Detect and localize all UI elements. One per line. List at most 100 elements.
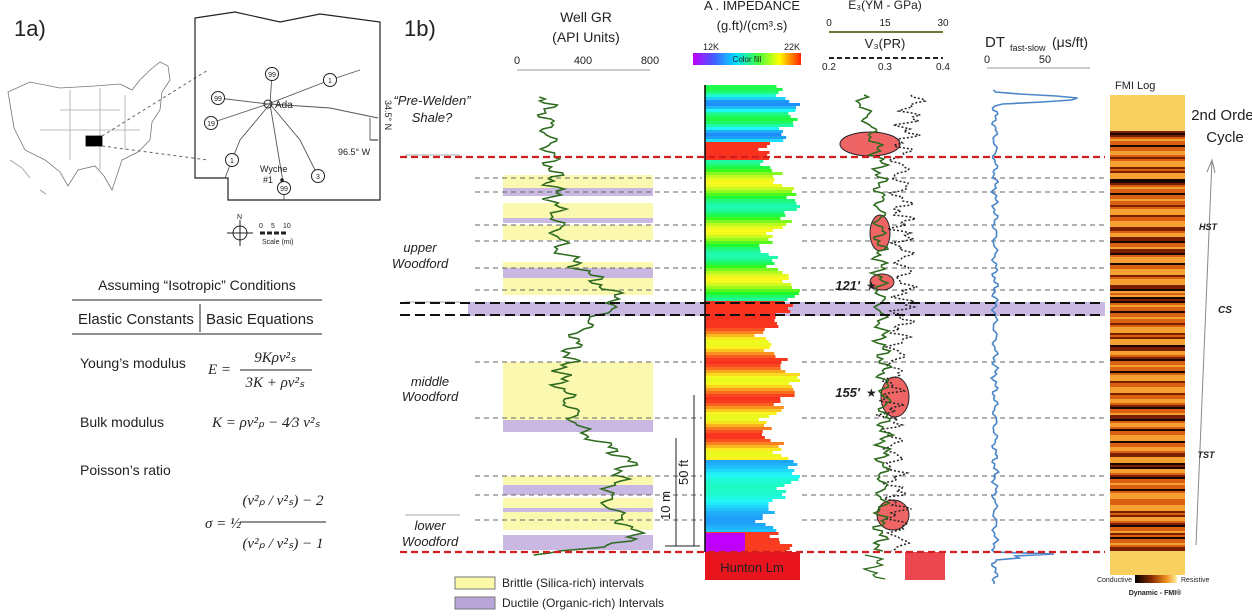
impedance-band [705, 247, 760, 250]
impedance-band [705, 217, 780, 220]
impedance-band [705, 88, 783, 91]
impedance-band [705, 439, 771, 442]
formation-label: middle [411, 374, 449, 389]
impedance-band [705, 268, 778, 271]
formation-label: Woodford [402, 534, 459, 549]
brittle-interval [503, 498, 653, 508]
fmi-band [1110, 355, 1185, 357]
impedance-band [705, 262, 775, 265]
fmi-band [1110, 427, 1185, 429]
impedance-band [705, 229, 773, 232]
impedance-band [705, 505, 768, 508]
fmi-band [1110, 293, 1185, 295]
fmi-band [1110, 341, 1185, 343]
fmi-band [1110, 179, 1185, 181]
fmi-band [1110, 109, 1185, 111]
table-header: Basic Equations [206, 311, 314, 328]
impedance-band [705, 337, 766, 340]
impedance-band [705, 103, 800, 106]
fmi-band [1110, 327, 1185, 329]
track-subscript: fast-slow [1010, 43, 1046, 53]
impedance-band [705, 97, 785, 100]
fmi-band [1110, 379, 1185, 381]
fmi-band [1110, 159, 1185, 161]
fmi-band [1110, 125, 1185, 127]
impedance-band [705, 91, 779, 94]
brittle-interval [503, 362, 653, 420]
fmi-band [1110, 471, 1185, 473]
north-label: N [237, 214, 242, 221]
impedance-band [705, 469, 794, 472]
impedance-band [705, 277, 789, 280]
fmi-band [1110, 243, 1185, 245]
fmi-band [1110, 231, 1185, 233]
impedance-band [705, 463, 797, 466]
impedance-band [705, 406, 784, 409]
fmi-band [1110, 407, 1185, 409]
legend-label: Brittle (Silica-rich) intervals [502, 576, 644, 590]
cycle-arrow [1196, 160, 1215, 545]
fmi-band [1110, 405, 1185, 407]
fmi-band [1110, 351, 1185, 353]
impedance-band [705, 373, 800, 376]
fmi-band [1110, 571, 1185, 573]
fmi-band [1110, 239, 1185, 241]
constant-name: Bulk modulus [80, 414, 164, 430]
fmi-band [1110, 413, 1185, 415]
fmi-band [1110, 227, 1185, 229]
fmi-band [1110, 445, 1185, 447]
impedance-band [705, 214, 785, 217]
fmi-band [1110, 317, 1185, 319]
fmi-band [1110, 219, 1185, 221]
impedance-band [705, 328, 765, 331]
impedance-band [705, 502, 769, 505]
highway-label: 99 [268, 72, 276, 79]
fmi-band [1110, 551, 1185, 553]
impedance-band [705, 475, 800, 478]
fmi-band [1110, 539, 1185, 541]
fmi-band [1110, 311, 1185, 313]
fmi-band [1110, 385, 1185, 387]
dt-curve [991, 90, 1077, 584]
impedance-band [705, 433, 762, 436]
fmi-band [1110, 389, 1185, 391]
fmi-band [1110, 225, 1185, 227]
impedance-band [705, 172, 783, 175]
fmi-band [1110, 565, 1185, 567]
young-curve [864, 555, 885, 579]
fmi-band [1110, 121, 1185, 123]
impedance-band [705, 244, 759, 247]
fmi-band [1110, 485, 1185, 487]
track-units: (μs/ft) [1052, 34, 1088, 50]
fmi-band [1110, 247, 1185, 249]
impedance-band [705, 367, 781, 370]
brittle-interval [503, 203, 653, 218]
impedance-band [705, 493, 782, 496]
impedance-band [705, 139, 783, 142]
constant-name: Poisson’s ratio [80, 462, 171, 478]
impedance-band [705, 388, 793, 391]
fmi-band [1110, 511, 1185, 513]
impedance-band [705, 205, 800, 208]
fmi-band [1110, 189, 1185, 191]
fmi-band [1110, 223, 1185, 225]
impedance-band [705, 382, 789, 385]
highway-label: 3 [316, 174, 320, 181]
fmi-band [1110, 409, 1185, 411]
fmi-band [1110, 561, 1185, 563]
impedance-band [705, 94, 776, 97]
fmi-band [1110, 461, 1185, 463]
impedance-band [705, 379, 800, 382]
fmi-band [1110, 241, 1185, 243]
fmi-band [1110, 303, 1185, 305]
fmi-band [1110, 329, 1185, 331]
impedance-band [705, 496, 786, 499]
scale-tick: 5 [271, 223, 275, 230]
fmi-band [1110, 487, 1185, 489]
formation-label: “Pre-Welden” [393, 93, 471, 108]
fmi-band [1110, 353, 1185, 355]
fmi-band [1110, 107, 1185, 109]
scale-tick: 10 [283, 223, 291, 230]
impedance-band [705, 235, 773, 238]
fmi-band [1110, 315, 1185, 317]
